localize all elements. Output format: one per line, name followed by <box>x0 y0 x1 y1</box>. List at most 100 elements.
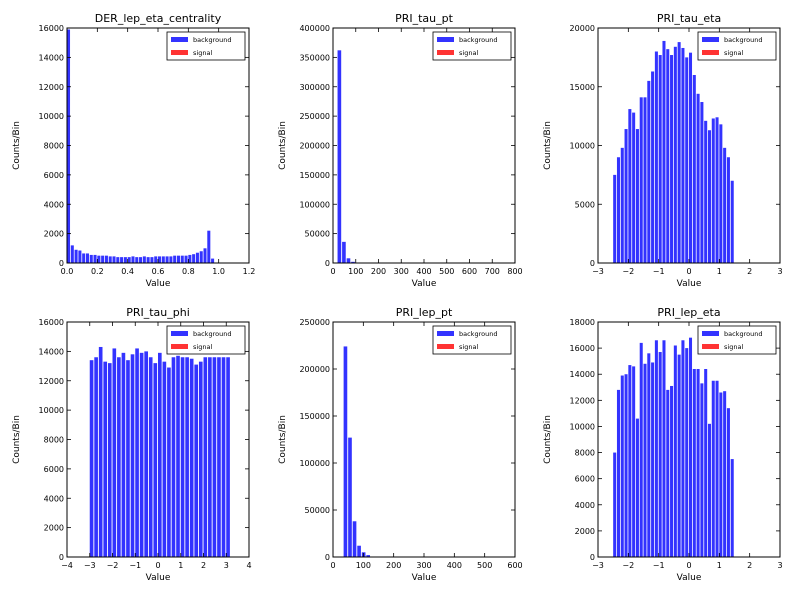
bar <box>221 357 226 557</box>
y-tick-label: 200000 <box>299 142 330 151</box>
y-tick-label: 14000 <box>570 370 595 379</box>
y-tick-label: 0 <box>590 259 595 268</box>
y-tick-label: 6000 <box>44 171 64 180</box>
x-tick-label: 3 <box>224 561 229 570</box>
legend-swatch <box>171 331 188 336</box>
bar <box>654 340 658 557</box>
x-tick-label: 2 <box>747 561 752 570</box>
bar <box>173 255 177 263</box>
x-tick-label: 0 <box>330 561 335 570</box>
bar <box>135 348 139 557</box>
bar <box>167 367 171 557</box>
x-tick-label: −2 <box>622 561 634 570</box>
bar <box>707 130 711 263</box>
bar <box>662 340 666 557</box>
bar <box>715 117 719 263</box>
y-tick-label: 0 <box>590 553 595 562</box>
bar <box>704 120 708 263</box>
legend-label: background <box>193 330 231 338</box>
bar <box>116 257 120 264</box>
legend-label: signal <box>459 49 478 57</box>
legend-label: background <box>724 330 762 338</box>
bar <box>624 374 628 557</box>
y-tick-label: 200000 <box>299 365 330 374</box>
bar <box>188 254 192 263</box>
y-tick-label: 4000 <box>44 200 64 209</box>
bar <box>730 459 734 557</box>
y-axis-label: Counts/Bin <box>543 415 553 464</box>
x-tick-label: 1 <box>178 561 183 570</box>
bar <box>135 257 139 264</box>
bar <box>142 256 146 263</box>
bar <box>677 354 681 557</box>
legend-swatch <box>702 37 719 42</box>
bar <box>123 257 127 264</box>
bar <box>346 258 351 263</box>
x-tick-label: 3 <box>777 561 782 570</box>
x-tick-label: 3 <box>777 267 782 276</box>
bar <box>673 46 677 263</box>
bar <box>643 97 647 263</box>
x-tick-label: 1.2 <box>243 267 256 276</box>
bar <box>161 256 165 263</box>
bar <box>199 251 203 263</box>
y-tick-label: 14000 <box>39 53 64 62</box>
x-tick-label: 0.6 <box>152 267 165 276</box>
subplot-0: 0.0 0.2 0.4 0.6 0.8 1.0 1.2 0 2000 4000 6000 8000 10… <box>12 12 255 289</box>
x-tick-label: 400 <box>447 561 462 570</box>
bar <box>176 355 180 557</box>
bar <box>130 354 135 557</box>
y-tick-label: 6000 <box>44 465 64 474</box>
y-axis-label: Counts/Bin <box>278 415 288 464</box>
y-tick-label: 20000 <box>570 24 595 33</box>
subplot-1: 0 100 200 300 400 500 600 700 800 0 50000 100000 150… <box>278 12 523 289</box>
bar <box>681 47 685 263</box>
bar <box>180 255 184 263</box>
bar <box>207 230 211 263</box>
subplot-4: 0 100 200 300 400 500 600 0 50000 100000 150000 200… <box>278 306 523 583</box>
bar <box>203 357 208 557</box>
y-tick-label: 15000 <box>570 83 595 92</box>
y-tick-label: 100000 <box>299 200 330 209</box>
bar <box>169 256 173 263</box>
legend-swatch <box>437 50 454 55</box>
subplot-title: PRI_tau_phi <box>126 306 190 319</box>
bar <box>120 257 124 264</box>
bar <box>651 362 655 557</box>
bar <box>348 437 352 557</box>
bar <box>212 357 217 557</box>
x-axis-label: Value <box>146 279 171 289</box>
bar <box>692 369 696 557</box>
legend-swatch <box>437 37 454 42</box>
x-tick-label: 1.0 <box>212 267 225 276</box>
y-tick-label: 400000 <box>299 24 330 33</box>
x-axis-label: Value <box>677 573 702 583</box>
bar <box>666 389 670 557</box>
bar <box>723 147 727 263</box>
legend-box <box>432 31 512 61</box>
bar <box>707 423 711 557</box>
y-tick-label: 2000 <box>575 527 595 536</box>
x-tick-label: 500 <box>439 267 454 276</box>
x-tick-label: 0 <box>330 267 335 276</box>
legend-swatch <box>702 50 719 55</box>
bar <box>117 357 121 557</box>
subplot-5: −3 −2 −1 0 1 2 3 0 2000 4000 6000 8000 10000 12000 140… <box>543 306 783 583</box>
x-axis-label: Value <box>412 573 437 583</box>
x-tick-label: 0.2 <box>91 267 104 276</box>
legend: background signal <box>166 325 246 355</box>
bar <box>162 361 167 557</box>
x-tick-label: 700 <box>485 267 500 276</box>
bar <box>203 248 207 263</box>
y-tick-label: 16000 <box>570 344 595 353</box>
x-tick-label: 400 <box>416 267 431 276</box>
y-tick-label: 10000 <box>570 422 595 431</box>
bar <box>366 555 371 557</box>
y-tick-label: 5000 <box>575 200 595 209</box>
bar <box>613 174 617 264</box>
x-tick-label: 100 <box>356 561 371 570</box>
y-axis-label: Counts/Bin <box>12 415 22 464</box>
bar <box>217 357 221 557</box>
bar <box>719 124 723 263</box>
legend-label: signal <box>193 49 212 57</box>
